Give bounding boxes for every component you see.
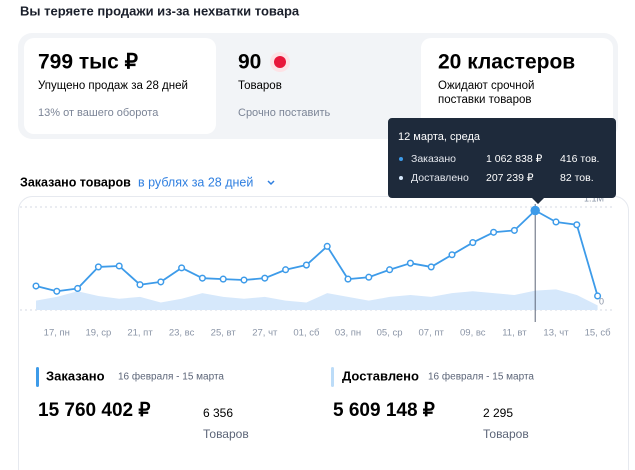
card-note: 13% от вашего оборота — [38, 107, 159, 119]
point — [32, 282, 40, 290]
tooltip-name: Заказано — [411, 153, 456, 165]
point — [136, 281, 144, 289]
tooltip: 12 марта, среда Заказано 1 062 838 ₽ 416… — [388, 118, 616, 204]
point — [198, 274, 206, 282]
x-tick-label: 11, вт — [502, 328, 527, 339]
card-value: 20 кластеров — [438, 51, 575, 74]
x-tick-label: 03, пн — [335, 328, 361, 339]
point — [469, 239, 477, 247]
point — [427, 263, 435, 271]
summary-name: Доставлено — [342, 368, 419, 383]
point — [365, 273, 373, 281]
card — [24, 38, 216, 134]
x-tick-label: 15, сб — [585, 328, 612, 339]
tooltip-count: 416 тов. — [560, 153, 599, 165]
point — [490, 228, 498, 236]
point — [219, 275, 227, 283]
card-label: Товаров — [238, 80, 282, 92]
point — [406, 259, 414, 267]
summary-count-label: Товаров — [483, 427, 529, 441]
point — [552, 218, 560, 226]
point — [344, 275, 352, 283]
card-label-line: поставки товаров — [438, 94, 531, 106]
title: Вы теряете продажи из-за нехватки товара — [20, 3, 300, 18]
point — [530, 205, 540, 216]
tooltip-dot — [399, 157, 403, 161]
tooltip-name: Доставлено — [411, 172, 469, 184]
x-tick-label: 07, пт — [419, 328, 445, 339]
tooltip-amount: 207 239 ₽ — [486, 172, 534, 184]
x-tick-label: 09, вс — [460, 328, 486, 339]
summary-period: 16 февраля - 15 марта — [118, 371, 224, 383]
card — [421, 38, 613, 134]
point — [448, 251, 456, 259]
point — [53, 287, 61, 295]
point — [282, 266, 290, 274]
x-tick-label: 13, чт — [543, 328, 569, 339]
tooltip-count: 82 тов. — [560, 172, 594, 184]
summary-amount: 5 609 148 ₽ — [333, 400, 435, 421]
tooltip-amount: 1 062 838 ₽ — [486, 153, 543, 165]
x-tick-label: 17, пн — [44, 328, 70, 339]
point — [157, 278, 165, 286]
tooltip-box — [388, 118, 616, 204]
area — [36, 289, 598, 310]
point — [94, 263, 102, 271]
point — [594, 292, 602, 300]
point — [178, 264, 186, 272]
x-tick-label: 25, вт — [211, 328, 237, 339]
line — [35, 209, 599, 297]
y-tick-label: 0 — [599, 296, 604, 306]
point — [323, 242, 331, 250]
legend-bar — [36, 367, 39, 387]
card-note: Срочно поставить — [238, 107, 331, 119]
summary-amount: 15 760 402 ₽ — [38, 400, 150, 421]
point — [510, 226, 518, 234]
x-tick-label: 01, сб — [293, 328, 320, 339]
point — [302, 261, 310, 269]
plot: 0 1.1M 17, пн 19, ср 21, пт 23, вс 25, вт 27, ч… — [20, 193, 612, 339]
summary-count-label: Товаров — [203, 427, 249, 441]
alert-dot — [274, 56, 286, 68]
chart-card — [18, 196, 629, 470]
x-tick-label: 21, пт — [127, 328, 153, 339]
tooltip-date: 12 марта, среда — [398, 131, 481, 143]
point — [573, 221, 581, 229]
x-tick-label: 23, вс — [169, 328, 195, 339]
card-label: Упущено продаж за 28 дней — [38, 80, 188, 92]
chevron[interactable] — [267, 180, 275, 186]
card-label-line: Ожидают срочной — [438, 80, 534, 92]
summary-count: 2 295 — [483, 406, 513, 420]
tooltip-dot — [399, 176, 403, 180]
legend-bar — [331, 367, 334, 387]
chart-title: Заказано товаров — [20, 175, 131, 189]
point — [115, 262, 123, 270]
period-link[interactable]: в рублях за 28 дней — [138, 175, 253, 189]
summary-name: Заказано — [46, 368, 105, 383]
point — [386, 266, 394, 274]
point — [74, 284, 82, 293]
summary-period: 16 февраля - 15 марта — [428, 371, 534, 383]
x-tick-label: 05, ср — [377, 328, 403, 339]
point — [240, 276, 248, 284]
card-value: 90 — [238, 51, 261, 74]
summary-count: 6 356 — [203, 406, 233, 420]
card-value: 799 тыс ₽ — [38, 51, 139, 74]
y-tick-label: 1.1M — [584, 193, 604, 203]
point — [261, 274, 269, 282]
x-tick-label: 27, чт — [252, 328, 278, 339]
card-label: Ожидают срочной поставки товаров — [438, 80, 534, 106]
x-tick-label: 19, ср — [85, 328, 111, 339]
